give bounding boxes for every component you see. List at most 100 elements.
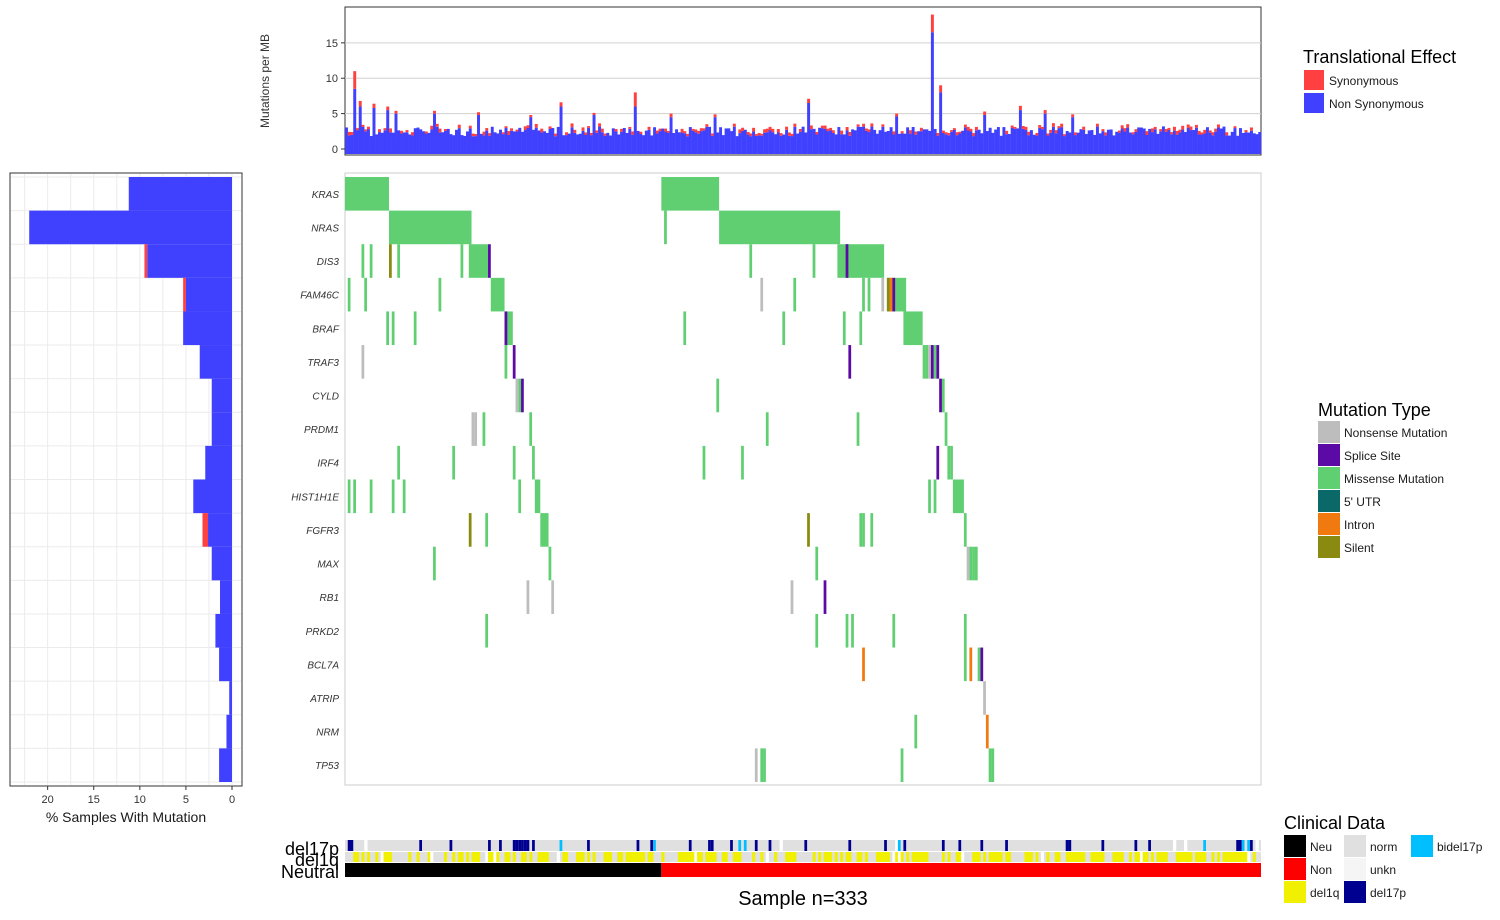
non-synonymous-bar: [779, 135, 783, 154]
non-synonymous-bar: [878, 130, 882, 154]
non-synonymous-bar: [1183, 132, 1187, 154]
gene-frequency-bar-dis3: [147, 244, 232, 278]
mutation-mark-fam46c: [889, 277, 893, 312]
del17p-mark: [1068, 840, 1072, 851]
synonymous-bar: [710, 133, 714, 136]
non-synonymous-bar: [372, 107, 376, 154]
mutation-type-legend-label: Silent: [1344, 541, 1375, 555]
synonymous-bar: [584, 132, 588, 135]
del1q-mark: [1159, 852, 1163, 862]
del1q-mark: [642, 852, 646, 862]
mutation-mark-rb1: [551, 580, 555, 614]
non-synonymous-bar: [710, 135, 714, 154]
non-synonymous-bar: [1093, 134, 1097, 154]
del1q-mark: [818, 852, 822, 862]
mutation-mark-dis3: [361, 244, 365, 278]
non-synonymous-bar: [974, 130, 978, 154]
gene-frequency-bar-atrip: [229, 681, 232, 715]
non-synonymous-bar: [633, 106, 637, 154]
del1q-mark: [636, 852, 640, 862]
neutral-track-label: Neutral: [281, 862, 339, 882]
synonymous-bar: [790, 133, 794, 137]
non-synonymous-bar: [996, 127, 1000, 154]
mutation-type-legend: Mutation Type Nonsense Mutation Splice Si…: [1318, 400, 1447, 558]
del1q-mark: [994, 852, 998, 862]
synonymous-bar: [1043, 110, 1047, 114]
non-synonymous-bar: [1079, 129, 1083, 154]
synonymous-bar: [870, 123, 874, 127]
synonymous-bar: [666, 130, 670, 133]
del17p-mark: [1101, 840, 1105, 851]
non-synonymous-bar: [1227, 135, 1231, 154]
del1q-mark: [1035, 852, 1039, 862]
non-synonymous-bar: [609, 135, 613, 154]
synonymous-bar: [1189, 126, 1193, 131]
non-synonymous-bar: [358, 106, 362, 154]
non-synonymous-bar: [589, 135, 593, 154]
non-synonymous-bar: [1018, 110, 1022, 154]
non-synonymous-bar: [823, 128, 827, 154]
non-synonymous-bar: [468, 128, 472, 154]
del1q-mark: [1186, 852, 1190, 862]
del1q-mark: [606, 852, 610, 862]
non-synonymous-bar: [598, 126, 602, 154]
mutation-block-hist1h1e: [952, 479, 964, 514]
non-synonymous-bar: [614, 131, 618, 154]
non-synonymous-bar: [1170, 134, 1174, 154]
non-synonymous-bar: [433, 113, 436, 154]
del1q-mark: [1178, 852, 1182, 862]
non-synonymous-bar: [897, 133, 901, 154]
non-synonymous-bar: [622, 127, 626, 154]
del17p-mark: [449, 840, 453, 851]
non-synonymous-bar: [1255, 134, 1259, 154]
del17p-mark: [499, 840, 502, 851]
mutation-mark-max: [433, 546, 436, 581]
synonymous-bar: [356, 128, 359, 131]
mutation-mark-traf3: [922, 345, 926, 379]
mutation-burden-y-tick-label: 15: [326, 38, 338, 50]
non-synonymous-bar: [1024, 130, 1028, 154]
del1q-mark: [1073, 852, 1077, 862]
mutation-mark-braf: [413, 311, 417, 346]
non-synonymous-bar: [1172, 130, 1176, 154]
del1q-mark: [1244, 852, 1248, 862]
non-synonymous-bar: [716, 132, 720, 154]
del1q-mark: [628, 852, 632, 862]
neutral-track-non-block: [661, 863, 1261, 877]
non-synonymous-bar: [1219, 128, 1223, 154]
del1q-mark: [787, 852, 791, 862]
synonymous-bar: [1216, 124, 1220, 128]
non-synonymous-bar: [1205, 127, 1209, 154]
non-synonymous-bar: [551, 128, 555, 154]
non-synonymous-bar: [490, 126, 494, 154]
non-synonymous-bar: [534, 127, 538, 154]
non-synonymous-bar: [510, 130, 513, 154]
mutation-mark-max: [815, 546, 819, 581]
mutation-mark-fam46c: [892, 277, 896, 312]
mutation-mark-dis3: [812, 244, 816, 278]
synonymous-bar: [919, 127, 923, 132]
clinical-swatch-unkn: [1344, 858, 1366, 880]
mutation-mark-atrip: [983, 681, 986, 715]
clinical-swatch-neu: [1284, 835, 1306, 857]
synonymous-bar: [779, 133, 783, 136]
del1q-mark: [504, 852, 508, 862]
del17p-unknown-mark: [779, 840, 783, 851]
del17p-mark: [515, 840, 519, 851]
mutation-mark-traf3: [933, 345, 937, 379]
synonymous-bar: [581, 127, 585, 131]
non-synonymous-bar: [559, 106, 563, 154]
del1q-mark: [609, 852, 613, 862]
synonymous-bar: [386, 106, 390, 111]
mutation-mark-fam46c: [862, 277, 865, 312]
del1q-mark: [875, 852, 879, 862]
del17p-mark: [488, 840, 491, 851]
del1q-mark: [845, 852, 849, 862]
non-synonymous-bar: [1214, 131, 1218, 154]
synonymous-bar: [776, 128, 780, 133]
non-synonymous-bar: [804, 132, 808, 154]
del1q-mark: [587, 852, 591, 862]
synonymous-bar: [1073, 132, 1077, 136]
del17p-mark: [1238, 840, 1242, 851]
non-synonymous-bar: [1120, 128, 1124, 154]
